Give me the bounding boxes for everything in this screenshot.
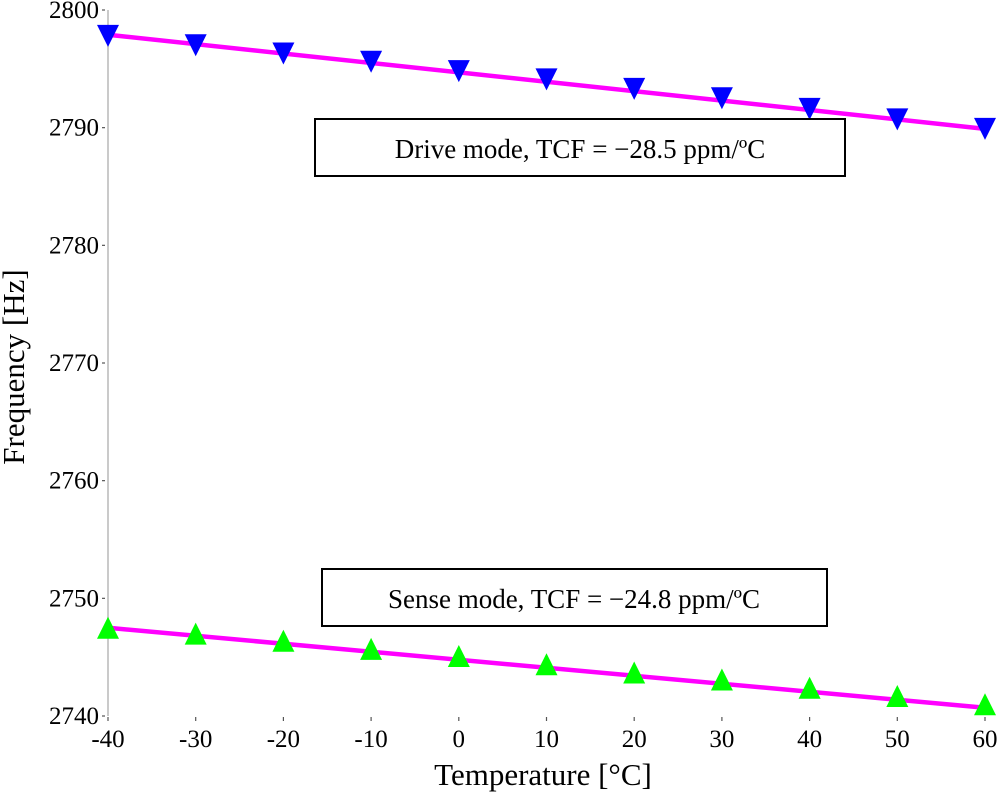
drive-mode-data-point <box>710 87 733 110</box>
y-tick-label: 2770 <box>49 350 99 377</box>
sense-mode-data-point <box>447 644 470 667</box>
y-tick-label: 2780 <box>49 232 99 259</box>
sense-mode-data-point <box>535 653 558 676</box>
sense-mode-data-point <box>974 693 996 716</box>
sense-mode-data-point <box>798 676 821 699</box>
sense-mode-data-point <box>623 661 646 684</box>
y-tick-label: 2750 <box>49 585 99 612</box>
drive-mode-annotation-text: Drive mode, TCF = −28.5 ppm/ºC <box>395 134 766 164</box>
x-tick-label: 10 <box>534 726 559 753</box>
drive-mode-data-point <box>272 42 295 65</box>
x-tick-label: 30 <box>709 726 734 753</box>
x-tick-label: -40 <box>91 726 124 753</box>
markers <box>97 24 996 716</box>
x-tick-label: 40 <box>797 726 822 753</box>
y-tick-label: 2790 <box>49 115 99 142</box>
drive-mode-data-point <box>535 68 558 91</box>
x-tick-label: 60 <box>973 726 998 753</box>
x-axis-title: Temperature [°C] <box>434 757 652 792</box>
sense-mode-data-point <box>184 622 207 645</box>
drive-mode-data-point <box>798 97 821 120</box>
axes: 2740 2750 2760 2770 2780 2790 2800 -40 -30 -20 -10… <box>49 0 998 753</box>
drive-mode-data-point <box>623 77 646 100</box>
sense-mode-data-point <box>886 684 909 707</box>
drive-mode-data-point <box>447 60 470 83</box>
x-tick-label: 20 <box>622 726 647 753</box>
x-tick-label: -10 <box>354 726 387 753</box>
drive-mode-data-point <box>360 50 383 73</box>
drive-mode-annotation: Drive mode, TCF = −28.5 ppm/ºC <box>314 118 846 177</box>
sense-mode-data-point <box>97 616 119 639</box>
x-tick-label: 0 <box>453 726 466 753</box>
drive-mode-data-point <box>886 108 909 131</box>
x-tick-label: -20 <box>267 726 300 753</box>
drive-mode-data-point <box>184 34 207 57</box>
x-tick-label: 50 <box>885 726 910 753</box>
y-tick-label: 2740 <box>49 703 99 730</box>
sense-mode-data-point <box>272 629 295 652</box>
sense-mode-annotation-text: Sense mode, TCF = −24.8 ppm/ºC <box>388 584 760 614</box>
drive-mode-data-point <box>97 24 119 47</box>
y-axis-title: Frequency [Hz] <box>0 269 31 464</box>
y-tick-label: 2800 <box>49 0 99 24</box>
drive-mode-data-point <box>974 117 996 140</box>
sense-mode-data-point <box>360 637 383 660</box>
y-tick-label: 2760 <box>49 468 99 495</box>
sense-mode-annotation-box <box>321 568 828 627</box>
sense-mode-annotation: Sense mode, TCF = −24.8 ppm/ºC <box>321 568 828 627</box>
drive-mode-annotation-box <box>314 118 846 177</box>
x-tick-label: -30 <box>179 726 212 753</box>
sense-mode-data-point <box>710 668 733 691</box>
